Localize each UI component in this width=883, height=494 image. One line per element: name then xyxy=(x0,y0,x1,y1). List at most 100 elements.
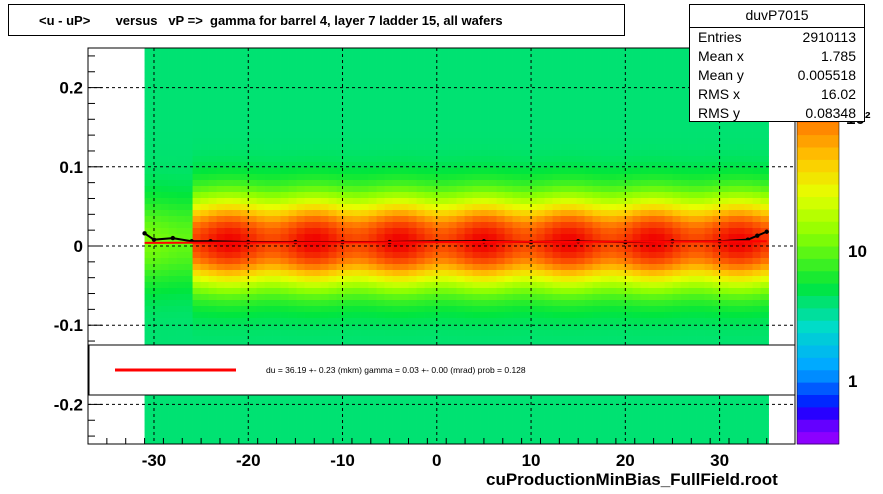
heatmap-cell xyxy=(184,246,193,253)
heatmap-cell xyxy=(384,162,393,169)
heatmap-cell xyxy=(392,102,401,109)
heatmap-cell xyxy=(256,96,265,103)
heatmap-cell xyxy=(296,282,305,289)
heatmap-cell xyxy=(304,324,313,331)
heatmap-cell xyxy=(520,150,529,157)
heatmap-cell xyxy=(280,138,289,145)
heatmap-cell xyxy=(160,84,169,91)
heatmap-cell xyxy=(536,132,545,139)
heatmap-cell xyxy=(200,78,209,85)
heatmap-cell xyxy=(536,90,545,97)
heatmap-cell xyxy=(584,246,593,253)
heatmap-cell xyxy=(536,396,545,403)
heatmap-cell xyxy=(656,156,665,163)
heatmap-cell xyxy=(360,258,369,265)
heatmap-cell xyxy=(584,252,593,259)
heatmap-cell xyxy=(752,318,761,325)
heatmap-cell xyxy=(656,120,665,127)
heatmap-cell xyxy=(752,240,761,247)
heatmap-cell xyxy=(504,174,513,181)
heatmap-cell xyxy=(696,414,705,421)
heatmap-cell xyxy=(616,288,625,295)
heatmap-cell xyxy=(584,294,593,301)
heatmap-cell xyxy=(440,294,449,301)
heatmap-cell xyxy=(440,222,449,229)
heatmap-cell xyxy=(144,336,153,343)
heatmap-cell xyxy=(520,252,529,259)
heatmap-cell xyxy=(176,252,185,259)
heatmap-cell xyxy=(616,324,625,331)
heatmap-cell xyxy=(472,228,481,235)
heatmap-cell xyxy=(152,300,161,307)
heatmap-cell xyxy=(248,396,257,403)
heatmap-cell xyxy=(248,168,257,175)
heatmap-cell xyxy=(664,294,673,301)
heatmap-cell xyxy=(456,174,465,181)
heatmap-cell xyxy=(520,312,529,319)
heatmap-cell xyxy=(192,312,201,319)
heatmap-cell xyxy=(592,120,601,127)
heatmap-cell xyxy=(376,330,385,337)
heatmap-cell xyxy=(496,282,505,289)
heatmap-cell xyxy=(672,300,681,307)
heatmap-cell xyxy=(448,222,457,229)
heatmap-cell xyxy=(208,210,217,217)
heatmap-cell xyxy=(536,114,545,121)
heatmap-cell xyxy=(280,222,289,229)
heatmap-cell xyxy=(688,210,697,217)
heatmap-cell xyxy=(440,252,449,259)
heatmap-cell xyxy=(720,246,729,253)
heatmap-cell xyxy=(488,150,497,157)
heatmap-cell xyxy=(584,324,593,331)
heatmap-cell xyxy=(456,72,465,79)
heatmap-cell xyxy=(464,318,473,325)
heatmap-cell xyxy=(536,210,545,217)
heatmap-cell xyxy=(264,234,273,241)
heatmap-cell xyxy=(152,72,161,79)
heatmap-cell xyxy=(528,306,537,313)
heatmap-cell xyxy=(424,120,433,127)
heatmap-cell xyxy=(248,252,257,259)
heatmap-cell xyxy=(168,258,177,265)
heatmap-cell xyxy=(328,192,337,199)
heatmap-cell xyxy=(144,120,153,127)
heatmap-cell xyxy=(416,216,425,223)
heatmap-cell xyxy=(208,330,217,337)
heatmap-cell xyxy=(560,54,569,61)
heatmap-cell xyxy=(216,162,225,169)
heatmap-cell xyxy=(288,174,297,181)
heatmap-cell xyxy=(728,408,737,415)
heatmap-cell xyxy=(304,54,313,61)
heatmap-cell xyxy=(288,186,297,193)
heatmap-cell xyxy=(368,336,377,343)
heatmap-cell xyxy=(608,66,617,73)
heatmap-cell xyxy=(624,270,633,277)
heatmap-cell xyxy=(176,186,185,193)
heatmap-cell xyxy=(528,192,537,199)
heatmap-cell xyxy=(272,180,281,187)
heatmap-cell xyxy=(200,420,209,427)
heatmap-cell xyxy=(296,66,305,73)
heatmap-cell xyxy=(320,216,329,223)
heatmap-cell xyxy=(152,408,161,415)
heatmap-cell xyxy=(432,90,441,97)
heatmap-cell xyxy=(632,138,641,145)
heatmap-cell xyxy=(632,114,641,121)
heatmap-cell xyxy=(296,108,305,115)
heatmap-cell xyxy=(720,228,729,235)
heatmap-cell xyxy=(392,408,401,415)
heatmap-cell xyxy=(152,102,161,109)
heatmap-cell xyxy=(344,54,353,61)
heatmap-cell xyxy=(432,318,441,325)
heatmap-cell xyxy=(368,222,377,229)
heatmap-cell xyxy=(632,60,641,67)
heatmap-cell xyxy=(568,252,577,259)
heatmap-cell xyxy=(608,270,617,277)
heatmap-cell xyxy=(728,138,737,145)
heatmap-cell xyxy=(176,168,185,175)
heatmap-cell xyxy=(280,402,289,409)
heatmap-cell xyxy=(256,132,265,139)
heatmap-cell xyxy=(512,330,521,337)
heatmap-cell xyxy=(320,396,329,403)
heatmap-cell xyxy=(544,204,553,211)
